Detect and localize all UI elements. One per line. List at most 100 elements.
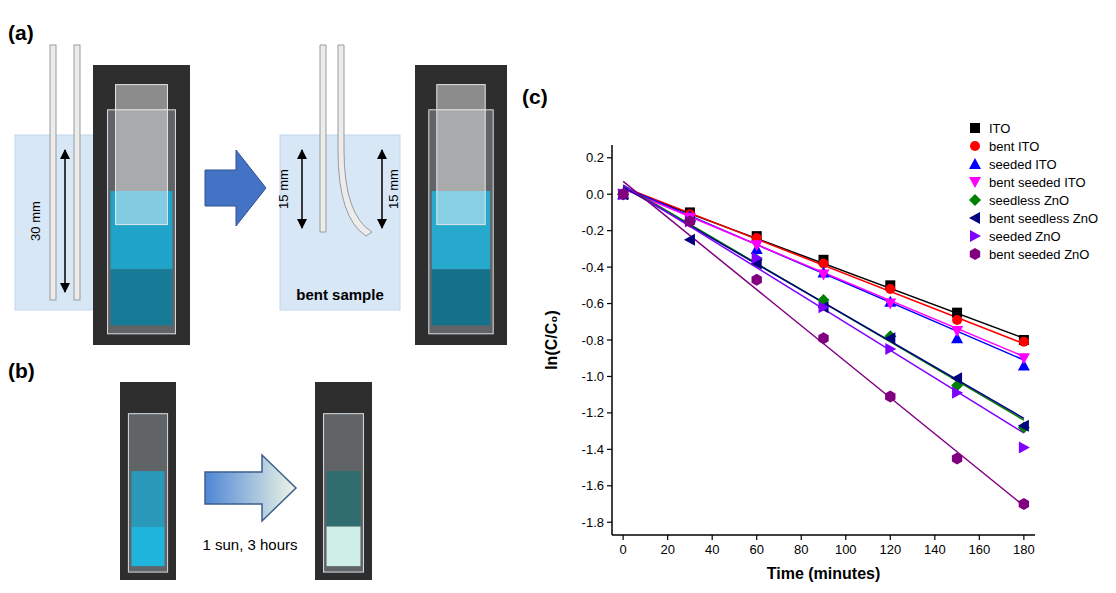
x-tick-label: 40 xyxy=(705,542,719,557)
marker xyxy=(1018,420,1029,432)
y-tick-label: -1.2 xyxy=(582,405,604,420)
x-tick-label: 140 xyxy=(924,542,946,557)
figure: (a)30 mm15 mm15 mmbent sample(b)1 sun, 3… xyxy=(0,0,1116,593)
legend: ITObent ITOseeded ITObent seeded ITOseed… xyxy=(969,121,1098,262)
marker xyxy=(1019,442,1030,454)
photo-background xyxy=(315,382,372,580)
caption-label: 1 sun, 3 hours xyxy=(202,536,297,553)
x-tick xyxy=(845,535,846,540)
legend-label: seeded ITO xyxy=(989,157,1057,172)
marker xyxy=(751,240,763,251)
y-tick-label: 0.0 xyxy=(586,187,604,202)
fit-line xyxy=(623,185,1024,433)
x-tick-label: 160 xyxy=(968,542,990,557)
legend-marker xyxy=(969,194,981,206)
y-tick xyxy=(607,339,612,340)
marker xyxy=(685,216,695,228)
legend-label: seeded ZnO xyxy=(989,229,1061,244)
photo-liquid xyxy=(327,527,361,567)
photo-background xyxy=(120,382,176,580)
y-axis-title: ln(C/C₀) xyxy=(543,310,560,370)
legend-label: bent seeded ITO xyxy=(989,175,1086,190)
marker xyxy=(752,252,763,264)
marker xyxy=(818,332,828,344)
electrode-strip xyxy=(320,45,326,232)
photo-background xyxy=(415,65,507,345)
marker xyxy=(952,315,962,325)
x-tick xyxy=(623,535,624,540)
dimension-arrow xyxy=(381,150,383,228)
y-tick xyxy=(607,194,612,195)
y-tick-label: -0.8 xyxy=(582,333,604,348)
process-arrow xyxy=(205,455,296,521)
marker xyxy=(617,188,629,200)
y-tick xyxy=(607,376,612,377)
marker xyxy=(951,326,963,337)
marker xyxy=(618,188,629,200)
marker xyxy=(1018,353,1030,364)
y-tick xyxy=(607,303,612,304)
x-tick-label: 0 xyxy=(620,542,627,557)
x-tick xyxy=(801,535,802,540)
dimension-arrow xyxy=(301,150,303,228)
x-axis-line xyxy=(612,534,1035,536)
photo-liquid xyxy=(327,471,361,526)
y-tick xyxy=(607,449,612,450)
process-arrow xyxy=(205,150,266,226)
electrode-strip xyxy=(74,45,80,300)
electrode-strip xyxy=(50,45,56,300)
y-tick-label: -0.4 xyxy=(582,260,604,275)
dimension-arrow xyxy=(64,150,66,292)
photo-liquid xyxy=(131,471,164,526)
x-tick xyxy=(756,535,757,540)
panel-letter: (a) xyxy=(8,21,34,44)
legend-marker xyxy=(970,123,980,133)
y-tick-label: -0.2 xyxy=(582,223,604,238)
x-tick-label: 80 xyxy=(794,542,808,557)
legend-marker xyxy=(969,212,980,224)
marker xyxy=(752,274,762,286)
marker xyxy=(819,301,830,313)
y-tick xyxy=(607,412,612,413)
fit-line xyxy=(623,181,1024,505)
plot-area xyxy=(617,181,1030,510)
photo-sample xyxy=(437,85,485,225)
photo-background xyxy=(93,65,190,345)
legend-label: ITO xyxy=(989,121,1010,136)
legend-marker xyxy=(969,177,981,188)
y-tick-label: 0.2 xyxy=(586,150,604,165)
x-axis-title: Time (minutes) xyxy=(767,565,881,582)
y-tick-label: -1.8 xyxy=(582,515,604,530)
marker xyxy=(617,189,629,200)
marker xyxy=(684,234,695,246)
x-tick-label: 60 xyxy=(749,542,763,557)
legend-marker xyxy=(970,248,980,260)
x-tick-label: 120 xyxy=(879,542,901,557)
x-tick-label: 100 xyxy=(835,542,857,557)
legend-marker xyxy=(969,158,981,169)
legend-label: bent seedless ZnO xyxy=(989,211,1098,226)
legend-label: bent seeded ZnO xyxy=(989,247,1089,262)
photo-liquid xyxy=(432,269,490,325)
y-tick xyxy=(607,522,612,523)
photo-sample xyxy=(116,85,168,225)
x-tick xyxy=(890,535,891,540)
marker xyxy=(618,188,628,200)
marker xyxy=(685,216,696,228)
photo-cuvette xyxy=(128,414,167,572)
caption-label: bent sample xyxy=(296,286,384,303)
marker xyxy=(884,299,896,310)
y-tick-label: -1.0 xyxy=(582,369,604,384)
fit-line xyxy=(623,189,1024,357)
marker xyxy=(952,452,962,464)
marker xyxy=(885,391,895,403)
marker xyxy=(1019,498,1029,510)
y-tick-label: -1.4 xyxy=(582,442,604,457)
photo-liquid xyxy=(131,527,164,567)
y-tick xyxy=(607,267,612,268)
y-tick xyxy=(607,485,612,486)
x-tick xyxy=(667,535,668,540)
marker xyxy=(617,188,629,199)
marker xyxy=(884,332,895,344)
y-tick xyxy=(607,157,612,158)
